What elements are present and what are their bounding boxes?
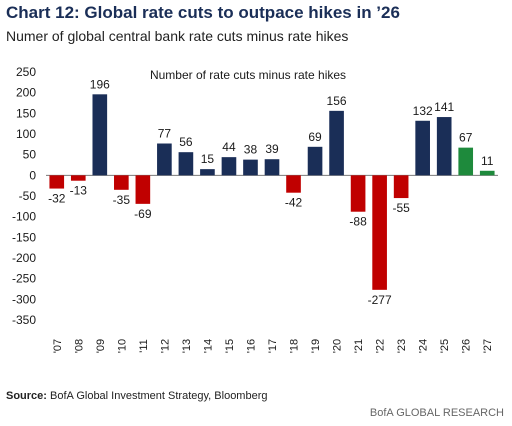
data-label: 38 [244,143,258,157]
bar [243,159,258,176]
source-text: BofA Global Investment Strategy, Bloombe… [46,390,268,402]
data-label: 77 [158,127,172,141]
y-tick-label: -250 [12,272,36,286]
bar [264,159,280,176]
data-label: 69 [308,130,322,144]
bar [436,117,452,176]
data-label: -277 [368,293,392,307]
x-tick-label: '12 [159,339,171,353]
data-label: -13 [70,184,88,198]
data-label: -35 [113,193,131,207]
x-tick-label: '11 [138,339,150,353]
data-label: 141 [434,100,454,114]
x-tick-label: '10 [116,339,128,353]
bar [200,169,215,176]
y-tick-label: 0 [29,168,36,182]
data-label: -69 [134,207,152,221]
x-tick-label: '09 [95,339,107,353]
series-label: Number of rate cuts minus rate hikes [150,68,346,82]
x-tick-label: '14 [202,339,214,353]
data-label: -88 [349,215,367,229]
bar [393,175,409,199]
x-tick-label: '15 [224,339,236,353]
source-note: Source: BofA Global Investment Strategy,… [6,390,268,402]
bar [70,175,86,181]
data-label: 67 [459,131,473,145]
x-tick-label: '21 [353,339,365,353]
y-tick-label: -350 [12,313,36,327]
bar [329,110,344,176]
y-tick-label: -50 [19,189,37,203]
y-tick-label: 250 [16,65,36,79]
data-label: 156 [327,94,347,108]
data-label: -55 [392,201,410,215]
source-label: Source: [6,390,47,402]
bar [286,175,301,193]
y-tick-label: -150 [12,230,36,244]
y-tick-label: -300 [12,292,36,306]
data-label: 15 [201,152,215,166]
chart-title: Chart 12: Global rate cuts to outpace hi… [6,3,400,22]
x-tick-label: '27 [482,339,494,353]
bar [350,175,366,212]
y-tick-label: 200 [16,86,36,100]
x-tick-label: '08 [73,339,85,353]
x-tick-label: '23 [396,339,408,353]
y-tick-label: 100 [16,127,36,141]
data-label: 39 [265,142,279,156]
x-axis: '07 '08 '09 '10 '11 '12 '13 '14 '15 '16 '17 '18 '19 '… [52,339,494,353]
x-tick-label: '13 [181,339,193,353]
x-tick-label: '22 [375,339,387,353]
bar [372,175,387,290]
bar [135,175,151,204]
x-tick-label: '25 [439,339,451,353]
data-label: 196 [90,77,110,91]
y-tick-label: 150 [16,106,36,120]
bar [178,152,194,176]
data-label: 11 [481,154,494,168]
bar [221,157,237,176]
brand-footer: BofA GLOBAL RESEARCH [369,407,504,419]
x-tick-label: '19 [310,339,322,353]
x-tick-label: '18 [289,339,301,353]
x-tick-label: '07 [52,339,64,353]
data-label: -32 [48,192,66,206]
bar [479,170,495,176]
x-tick-label: '24 [418,339,430,353]
data-label: -42 [285,196,303,210]
x-tick-label: '26 [461,339,473,353]
y-tick-label: -100 [12,210,36,224]
x-tick-label: '20 [332,339,344,353]
bar [458,147,474,176]
bars [49,94,495,290]
x-tick-label: '16 [245,339,257,353]
bar [49,175,65,189]
data-label: 56 [179,135,193,149]
data-label: 132 [413,104,433,118]
y-tick-label: 50 [23,148,37,162]
bar [114,175,129,190]
x-tick-label: '17 [267,339,279,353]
bar [307,146,323,176]
bar [92,94,108,176]
data-labels: -32 -13 196 -35-69 77 56 15 44 38 39 -42 69 156 -88 -2… [48,77,494,307]
data-label: 44 [222,140,236,154]
chart-subtitle: Numer of global central bank rate cuts m… [6,28,349,44]
bar [415,120,430,176]
bar [157,143,172,176]
y-tick-label: -200 [12,251,36,265]
